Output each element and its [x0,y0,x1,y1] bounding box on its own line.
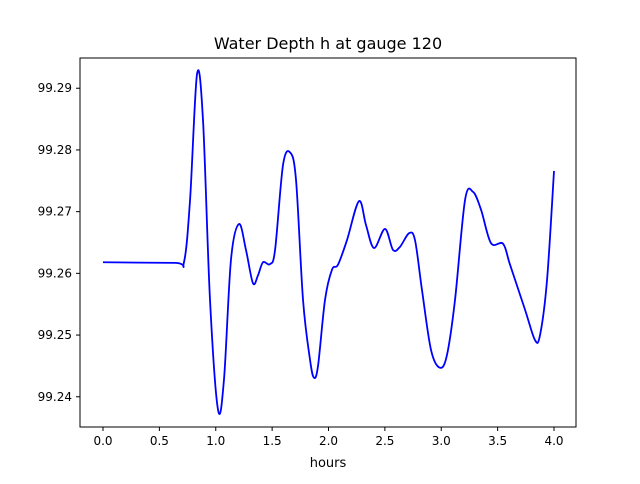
plot-area [102,69,555,416]
x-axis: 0.0 0.5 1.0 1.5 2.0 2.5 3.0 3.5 4.0 [93,427,564,448]
y-tick-label: 99.29 [38,81,72,95]
y-axis: 99.24 99.25 99.26 99.27 99.28 99.29 [38,81,80,404]
x-tick-label: 4.0 [544,434,563,448]
x-tick-label: 0.0 [93,434,112,448]
x-axis-label: hours [310,456,347,471]
y-tick-label: 99.25 [38,328,72,342]
x-tick-label: 3.0 [432,434,451,448]
series-line-h [102,69,555,416]
y-tick-label: 99.27 [38,205,72,219]
y-tick-label: 99.28 [38,143,72,157]
x-tick-label: 3.5 [488,434,507,448]
x-tick-label: 0.5 [150,434,169,448]
chart-title: Water Depth h at gauge 120 [214,34,442,53]
x-tick-label: 1.0 [206,434,225,448]
x-tick-label: 1.5 [263,434,282,448]
x-tick-label: 2.0 [319,434,338,448]
axes-frame [79,57,577,428]
x-tick-label: 2.5 [375,434,394,448]
y-tick-label: 99.24 [38,390,72,404]
y-tick-label: 99.26 [38,266,72,280]
